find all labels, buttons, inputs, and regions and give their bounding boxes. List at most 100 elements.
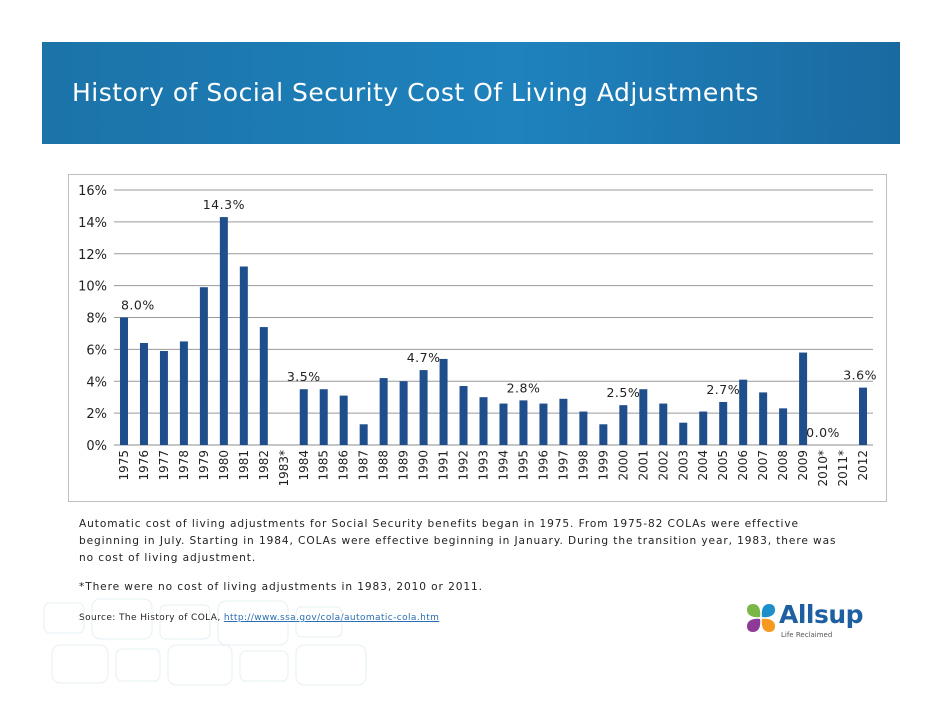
source-prefix: Source: The History of COLA, bbox=[79, 613, 224, 623]
no-cola-note: *There were no cost of living adjustment… bbox=[79, 581, 483, 593]
footnotes: Automatic cost of living adjustments for… bbox=[79, 516, 839, 596]
x-tick-label: 1978 bbox=[177, 450, 191, 481]
bar bbox=[519, 400, 528, 445]
bar bbox=[679, 422, 688, 445]
x-tick-label: 1975 bbox=[117, 450, 131, 481]
bar bbox=[699, 411, 708, 445]
y-tick-label: 0% bbox=[86, 439, 107, 454]
x-tick-label: 1991 bbox=[437, 450, 451, 481]
bar bbox=[539, 403, 548, 445]
y-tick-label: 10% bbox=[78, 280, 107, 295]
data-label: 0.0% bbox=[806, 425, 840, 440]
chart-container: 0% 2% 4% 6% 8% 10% 12% 14% 16% 1975 1976 1977 1978 19… bbox=[68, 174, 887, 502]
bar bbox=[359, 424, 368, 445]
data-label: 2.7% bbox=[706, 382, 740, 397]
x-tick-label: 1988 bbox=[377, 450, 391, 481]
bar bbox=[719, 401, 728, 445]
bar bbox=[319, 389, 328, 445]
bar bbox=[499, 403, 508, 445]
x-tick-label: 1998 bbox=[576, 450, 590, 481]
bar bbox=[779, 408, 788, 445]
bar bbox=[739, 379, 748, 445]
x-tick-label: 2005 bbox=[716, 450, 730, 481]
bar bbox=[479, 397, 488, 445]
x-tick-label: 1981 bbox=[237, 450, 251, 481]
x-tick-label: 2001 bbox=[636, 450, 650, 481]
x-tick-label: 1984 bbox=[297, 450, 311, 481]
page-title: History of Social Security Cost Of Livin… bbox=[72, 78, 759, 107]
x-tick-label: 1986 bbox=[337, 450, 351, 481]
title-banner: History of Social Security Cost Of Livin… bbox=[42, 42, 900, 144]
source-line: Source: The History of COLA, http://www.… bbox=[79, 613, 439, 623]
x-tick-label: 2008 bbox=[776, 450, 790, 481]
data-label: 2.5% bbox=[606, 385, 640, 400]
bar bbox=[799, 352, 808, 445]
x-tick-label: 1982 bbox=[257, 450, 271, 481]
history-note: Automatic cost of living adjustments for… bbox=[79, 518, 837, 564]
allsup-logo: Allsup Life Reclaimed bbox=[745, 600, 875, 645]
x-tick-label: 2010* bbox=[816, 450, 830, 487]
bar bbox=[579, 411, 588, 445]
data-label: 3.5% bbox=[287, 369, 321, 384]
x-tick-label: 2002 bbox=[656, 450, 670, 481]
bar bbox=[159, 350, 168, 445]
allsup-logo-mark bbox=[747, 604, 775, 632]
bar bbox=[599, 424, 608, 445]
x-tick-label: 2009 bbox=[796, 450, 810, 481]
x-tick-label: 1976 bbox=[137, 450, 151, 481]
y-tick-label: 14% bbox=[78, 216, 107, 231]
x-tick-label: 1994 bbox=[496, 450, 510, 481]
bar bbox=[139, 343, 148, 445]
x-tick-label: 1979 bbox=[197, 450, 211, 481]
x-tick-label: 2006 bbox=[736, 450, 750, 481]
x-tick-label: 1989 bbox=[397, 450, 411, 481]
bar bbox=[239, 266, 248, 445]
logo-tagline: Life Reclaimed bbox=[781, 631, 833, 639]
y-tick-label: 4% bbox=[86, 375, 107, 390]
bar bbox=[379, 378, 388, 445]
logo-name: Allsup bbox=[779, 600, 864, 629]
bar bbox=[219, 217, 228, 445]
bar bbox=[759, 392, 768, 445]
bar bbox=[199, 287, 208, 445]
bar bbox=[559, 398, 568, 445]
y-tick-label: 6% bbox=[86, 343, 107, 358]
x-tick-label: 1985 bbox=[317, 450, 331, 481]
watermark-pattern bbox=[43, 598, 367, 686]
bar bbox=[259, 327, 268, 445]
bar bbox=[619, 405, 628, 445]
bar bbox=[119, 317, 128, 445]
y-tick-label: 2% bbox=[86, 407, 107, 422]
x-tick-label: 1990 bbox=[417, 450, 431, 481]
bar bbox=[399, 381, 408, 445]
x-tick-label: 1987 bbox=[357, 450, 371, 481]
bar bbox=[439, 358, 448, 445]
x-tick-label: 2003 bbox=[676, 450, 690, 481]
bar bbox=[339, 395, 348, 445]
x-tick-label: 2007 bbox=[756, 450, 770, 481]
y-tick-label: 16% bbox=[78, 184, 107, 199]
x-tick-label: 1977 bbox=[157, 450, 171, 481]
bar bbox=[299, 389, 308, 445]
x-tick-label: 2004 bbox=[696, 450, 710, 481]
source-link[interactable]: http://www.ssa.gov/cola/automatic-cola.h… bbox=[223, 613, 440, 623]
x-tick-label: 2011* bbox=[836, 450, 850, 487]
x-tick-label: 1992 bbox=[457, 450, 471, 481]
data-label: 3.6% bbox=[843, 368, 877, 383]
x-tick-label: 1993 bbox=[477, 450, 491, 481]
bar bbox=[419, 370, 428, 445]
bar bbox=[179, 341, 188, 445]
x-tick-label: 1995 bbox=[516, 450, 530, 481]
data-label: 4.7% bbox=[407, 350, 441, 365]
y-tick-label: 12% bbox=[78, 248, 107, 263]
x-tick-label: 2000 bbox=[616, 450, 630, 481]
x-tick-label: 1983* bbox=[277, 450, 291, 487]
bar bbox=[639, 389, 648, 445]
y-tick-label: 8% bbox=[86, 312, 107, 327]
bar bbox=[659, 403, 668, 445]
bar bbox=[859, 387, 868, 445]
data-label: 2.8% bbox=[507, 380, 541, 395]
bar bbox=[459, 386, 468, 445]
x-tick-label: 1999 bbox=[596, 450, 610, 481]
x-tick-label: 1996 bbox=[536, 450, 550, 481]
